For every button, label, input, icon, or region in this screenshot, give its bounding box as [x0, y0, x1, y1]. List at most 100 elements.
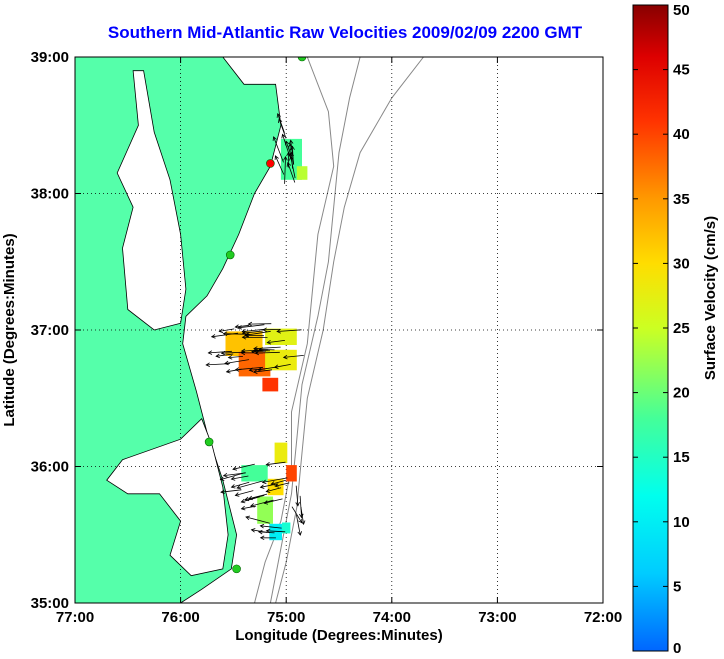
velocity-vector-head: [218, 328, 224, 334]
velocity-vector: [275, 482, 290, 487]
velocity-vector: [277, 329, 302, 332]
velocity-vector-head: [298, 518, 303, 524]
y-axis-label: Latitude (Degrees:Minutes): [1, 233, 18, 426]
velocity-vector-head: [259, 535, 265, 541]
velocity-vector: [211, 332, 239, 338]
velocity-vector-head: [295, 502, 300, 507]
velocity-vector-head: [288, 139, 294, 145]
velocity-vector-head: [236, 484, 242, 490]
velocity-vector-head: [237, 325, 243, 330]
velocity-vector: [251, 350, 267, 353]
x-tick-label: 75:00: [267, 609, 305, 626]
velocity-vector: [284, 156, 286, 184]
velocity-vector-head: [274, 155, 279, 160]
velocity-vector: [277, 113, 285, 134]
radar-station-marker: [266, 159, 275, 168]
velocity-vector-head: [263, 500, 269, 505]
velocity-vector-head: [282, 354, 288, 360]
velocity-patch: [282, 522, 291, 534]
velocity-patch: [262, 377, 279, 392]
velocity-vector-head: [289, 155, 294, 161]
velocity-vector: [266, 461, 286, 466]
velocity-vector-head: [286, 151, 291, 157]
velocity-vector-head: [247, 495, 253, 501]
velocity-vector: [231, 475, 249, 480]
velocity-vector-head: [278, 118, 283, 124]
velocity-vector: [221, 351, 246, 354]
velocity-vector: [278, 118, 287, 139]
velocity-vector-head: [245, 515, 250, 520]
radar-station-marker: [297, 57, 307, 62]
velocity-vector: [220, 489, 242, 493]
velocity-vector-head: [265, 461, 271, 467]
radar-station-marker: [232, 564, 241, 574]
radar-station-marker: [225, 250, 235, 260]
velocity-vector: [295, 485, 299, 506]
velocity-vector: [260, 525, 282, 529]
velocity-vector: [258, 531, 275, 534]
velocity-vector: [224, 359, 250, 364]
velocity-vector-head: [253, 346, 258, 351]
velocity-vector-head: [265, 488, 271, 493]
velocity-vector-head: [252, 369, 258, 374]
velocity-vector: [250, 499, 274, 507]
velocity-vector: [262, 477, 288, 483]
velocity-vector-head: [274, 483, 280, 488]
velocity-patch: [267, 478, 284, 496]
velocity-vector: [236, 480, 263, 489]
velocity-vector-head: [207, 350, 213, 355]
velocity-vector-head: [240, 505, 246, 511]
velocity-vector: [287, 162, 296, 183]
velocity-vector: [291, 152, 293, 169]
velocity-vector-head: [289, 151, 294, 157]
velocity-vector: [266, 530, 286, 533]
velocity-vector-head: [210, 334, 216, 339]
colorbar-tick-label: 35: [673, 191, 690, 208]
colorbar-tick-label: 45: [673, 62, 690, 79]
velocity-vector-head: [276, 329, 281, 334]
velocity-vector-head: [248, 367, 254, 373]
velocity-vector-head: [240, 498, 246, 504]
velocity-vector-head: [225, 368, 231, 374]
velocity-vector: [283, 355, 304, 358]
velocity-vector: [245, 330, 271, 336]
velocity-vector-head: [299, 513, 304, 519]
axis-ticks: 77:00 76:00 75:00 74:00 73:00 72:00 35:00 36:00…: [31, 49, 623, 626]
velocity-vector-head: [241, 328, 246, 334]
velocity-vector-head: [215, 353, 221, 359]
radar-station-marker: [204, 437, 214, 447]
velocity-vector: [228, 356, 243, 358]
colorbar-tick-label: 20: [673, 385, 690, 402]
velocity-vector: [273, 136, 284, 163]
y-tick-label: 38:00: [31, 186, 69, 203]
velocity-vector-head: [259, 484, 265, 489]
velocity-vector-head: [283, 155, 288, 161]
velocity-vector-head: [227, 355, 233, 360]
velocity-vector: [253, 369, 273, 373]
velocity-vector-head: [240, 350, 246, 356]
colorbar-tick-label: 10: [673, 514, 690, 531]
velocity-vector: [258, 366, 278, 371]
isobath-line: [269, 57, 361, 603]
velocity-vector: [235, 490, 254, 496]
velocity-vector: [241, 505, 257, 510]
velocity-vector-head: [230, 484, 236, 489]
velocity-patch: [296, 166, 308, 180]
velocity-vector-head: [232, 466, 237, 471]
velocity-vector-head: [240, 348, 246, 354]
velocity-vector-head: [234, 492, 240, 497]
velocity-vector: [206, 363, 231, 366]
velocity-vector-head: [261, 479, 267, 485]
velocity-patch: [241, 465, 268, 482]
velocity-vector-head: [220, 350, 226, 356]
y-tick-label: 39:00: [31, 49, 69, 66]
velocity-vector-head: [272, 136, 277, 141]
y-tick-label: 36:00: [31, 459, 69, 476]
velocity-vector-head: [254, 350, 260, 356]
velocity-vector: [232, 463, 255, 470]
colorbar-label: Surface Velocity (cm/s): [702, 216, 719, 380]
velocity-vector: [242, 328, 265, 332]
x-tick-label: 76:00: [161, 609, 199, 626]
velocity-vector-head: [247, 321, 253, 327]
